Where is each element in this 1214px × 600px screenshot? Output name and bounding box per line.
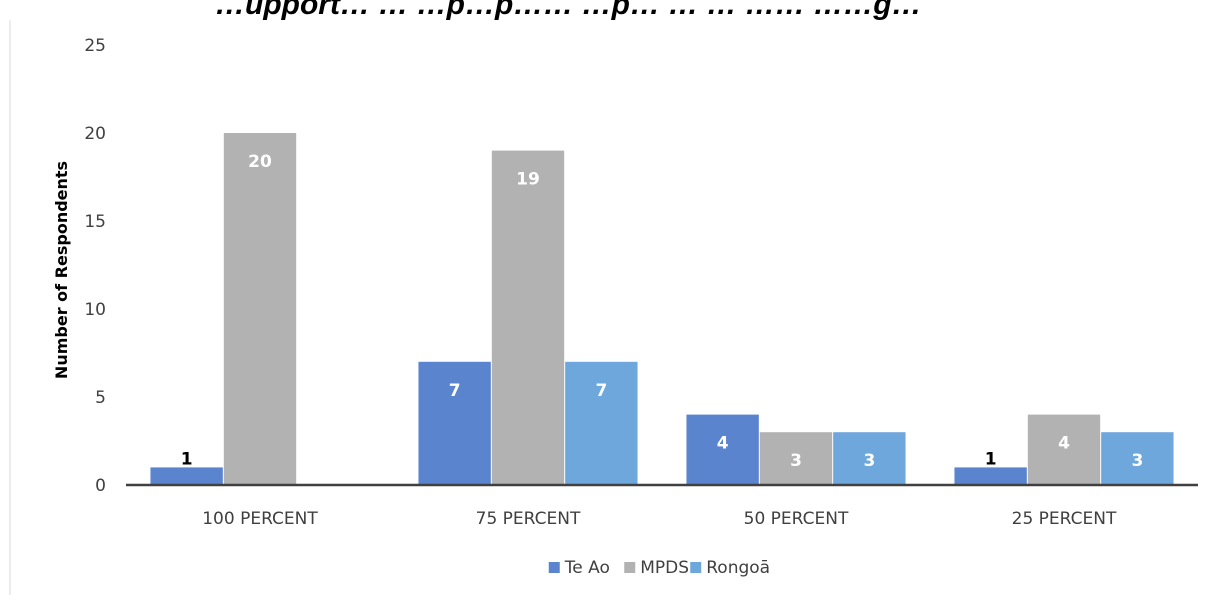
data-label: 3: [863, 451, 875, 471]
legend-swatch: [690, 562, 702, 573]
category-labels: 100 PERCENT 75 PERCENT 50 PERCENT 25 PERCEN…: [202, 509, 1117, 529]
y-tick-labels: 0 5 10 15 20 25: [84, 36, 106, 496]
y-tick-label: 25: [84, 36, 106, 56]
data-label: 3: [790, 451, 802, 471]
y-axis-label: Number of Respondents: [52, 161, 71, 379]
legend: Te Ao MPDS Rongoā: [548, 558, 770, 578]
y-tick-label: 10: [84, 300, 106, 320]
data-labels-group: 1 20 7 19 7 4 3 3 1 4 3: [181, 152, 1144, 471]
data-label: 7: [595, 381, 607, 401]
y-tick-label: 5: [95, 388, 106, 408]
bars-group: [150, 133, 1174, 485]
data-label: 4: [717, 434, 729, 454]
bar: [418, 361, 491, 485]
bar: [759, 432, 833, 485]
y-tick-label: 20: [84, 124, 106, 144]
legend-swatch: [624, 562, 636, 573]
bar: [833, 432, 906, 485]
bar: [491, 150, 565, 485]
legend-swatch: [548, 562, 560, 573]
legend-label: MPDS: [640, 558, 689, 578]
data-label: 4: [1058, 434, 1070, 454]
data-label: 3: [1131, 451, 1143, 471]
category-label: 25 PERCENT: [1012, 509, 1117, 529]
category-label: 75 PERCENT: [476, 509, 581, 529]
y-tick-label: 15: [84, 212, 106, 232]
data-label: 1: [985, 449, 997, 469]
data-label: 20: [248, 152, 272, 172]
category-label: 50 PERCENT: [744, 509, 849, 529]
bar: [686, 414, 759, 485]
bar: [1101, 432, 1174, 485]
bar: [954, 467, 1027, 485]
bar: [150, 467, 223, 485]
legend-label: Te Ao: [564, 558, 610, 578]
data-label: 1: [181, 449, 193, 469]
data-label: 7: [449, 381, 461, 401]
bar: [565, 361, 638, 485]
category-label: 100 PERCENT: [202, 509, 318, 529]
bar: [1027, 414, 1101, 485]
y-tick-label: 0: [95, 476, 106, 496]
legend-label: Rongoā: [706, 558, 770, 578]
chart-title-fragment: …upport… … …p…p…… …p… … … …… ……g…: [215, 0, 922, 21]
data-label: 19: [516, 170, 540, 190]
bar: [223, 133, 297, 485]
